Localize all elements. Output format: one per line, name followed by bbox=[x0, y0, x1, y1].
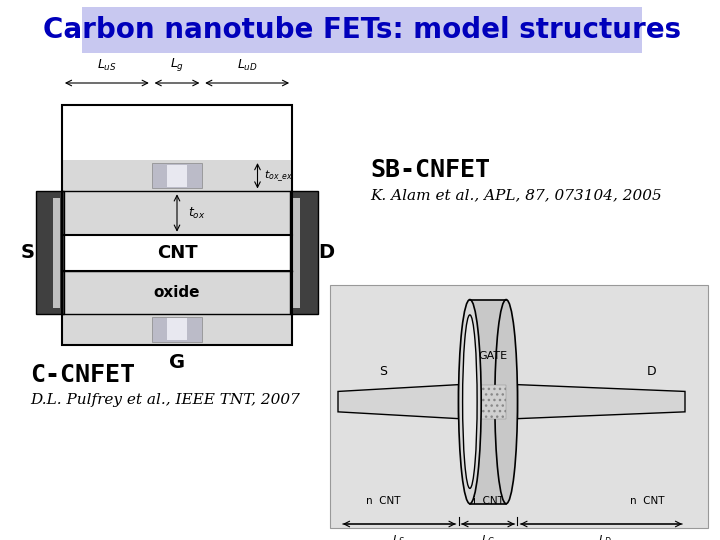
Text: n  CNT: n CNT bbox=[630, 496, 665, 507]
Text: $L_{uD}$: $L_{uD}$ bbox=[237, 58, 258, 73]
Bar bbox=[167, 319, 187, 340]
Text: S: S bbox=[21, 243, 35, 262]
Bar bbox=[290, 191, 318, 314]
Bar bbox=[459, 384, 506, 418]
Text: n  CNT: n CNT bbox=[366, 496, 400, 507]
Ellipse shape bbox=[463, 315, 477, 488]
Text: i  CNT: i CNT bbox=[472, 496, 503, 507]
Text: D: D bbox=[318, 243, 334, 262]
Bar bbox=[62, 160, 292, 191]
Text: $L_S$: $L_S$ bbox=[392, 533, 405, 540]
Bar bbox=[62, 314, 292, 345]
Bar bbox=[470, 300, 506, 504]
Text: $L_D$: $L_D$ bbox=[598, 533, 612, 540]
Polygon shape bbox=[518, 384, 685, 418]
Text: G: G bbox=[169, 354, 185, 373]
Ellipse shape bbox=[495, 300, 518, 504]
Text: $L_g$: $L_g$ bbox=[170, 56, 184, 73]
Bar bbox=[62, 105, 292, 345]
Bar bbox=[53, 198, 60, 308]
FancyBboxPatch shape bbox=[82, 7, 642, 53]
Bar bbox=[62, 191, 292, 234]
Text: $t_{ox\_ex}$: $t_{ox\_ex}$ bbox=[264, 168, 294, 184]
Bar bbox=[293, 198, 300, 308]
Text: K. Alam et al., APL, 87, 073104, 2005: K. Alam et al., APL, 87, 073104, 2005 bbox=[370, 188, 662, 202]
Text: CNT: CNT bbox=[157, 244, 197, 261]
Text: oxide: oxide bbox=[154, 285, 200, 300]
Text: C-CNFET: C-CNFET bbox=[30, 363, 135, 387]
Text: $L_{uS}$: $L_{uS}$ bbox=[97, 58, 117, 73]
Bar bbox=[36, 191, 64, 314]
Text: S: S bbox=[379, 364, 387, 377]
Text: D.L. Pulfrey et al., IEEE TNT, 2007: D.L. Pulfrey et al., IEEE TNT, 2007 bbox=[30, 393, 300, 407]
Text: GATE: GATE bbox=[478, 350, 507, 361]
Bar bbox=[62, 271, 292, 314]
Ellipse shape bbox=[459, 300, 481, 504]
Bar bbox=[62, 234, 292, 271]
Text: Carbon nanotube FETs: model structures: Carbon nanotube FETs: model structures bbox=[43, 16, 681, 44]
Text: SB-CNFET: SB-CNFET bbox=[370, 158, 490, 182]
Polygon shape bbox=[338, 384, 459, 418]
Bar bbox=[152, 163, 202, 188]
Bar bbox=[167, 165, 187, 187]
Bar bbox=[330, 285, 708, 528]
Text: D: D bbox=[647, 364, 656, 377]
Text: $L_G$: $L_G$ bbox=[481, 533, 495, 540]
Text: $t_{ox}$: $t_{ox}$ bbox=[189, 205, 206, 220]
Bar bbox=[152, 317, 202, 342]
